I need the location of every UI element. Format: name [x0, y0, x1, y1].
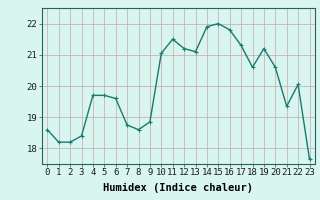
- X-axis label: Humidex (Indice chaleur): Humidex (Indice chaleur): [103, 183, 253, 193]
